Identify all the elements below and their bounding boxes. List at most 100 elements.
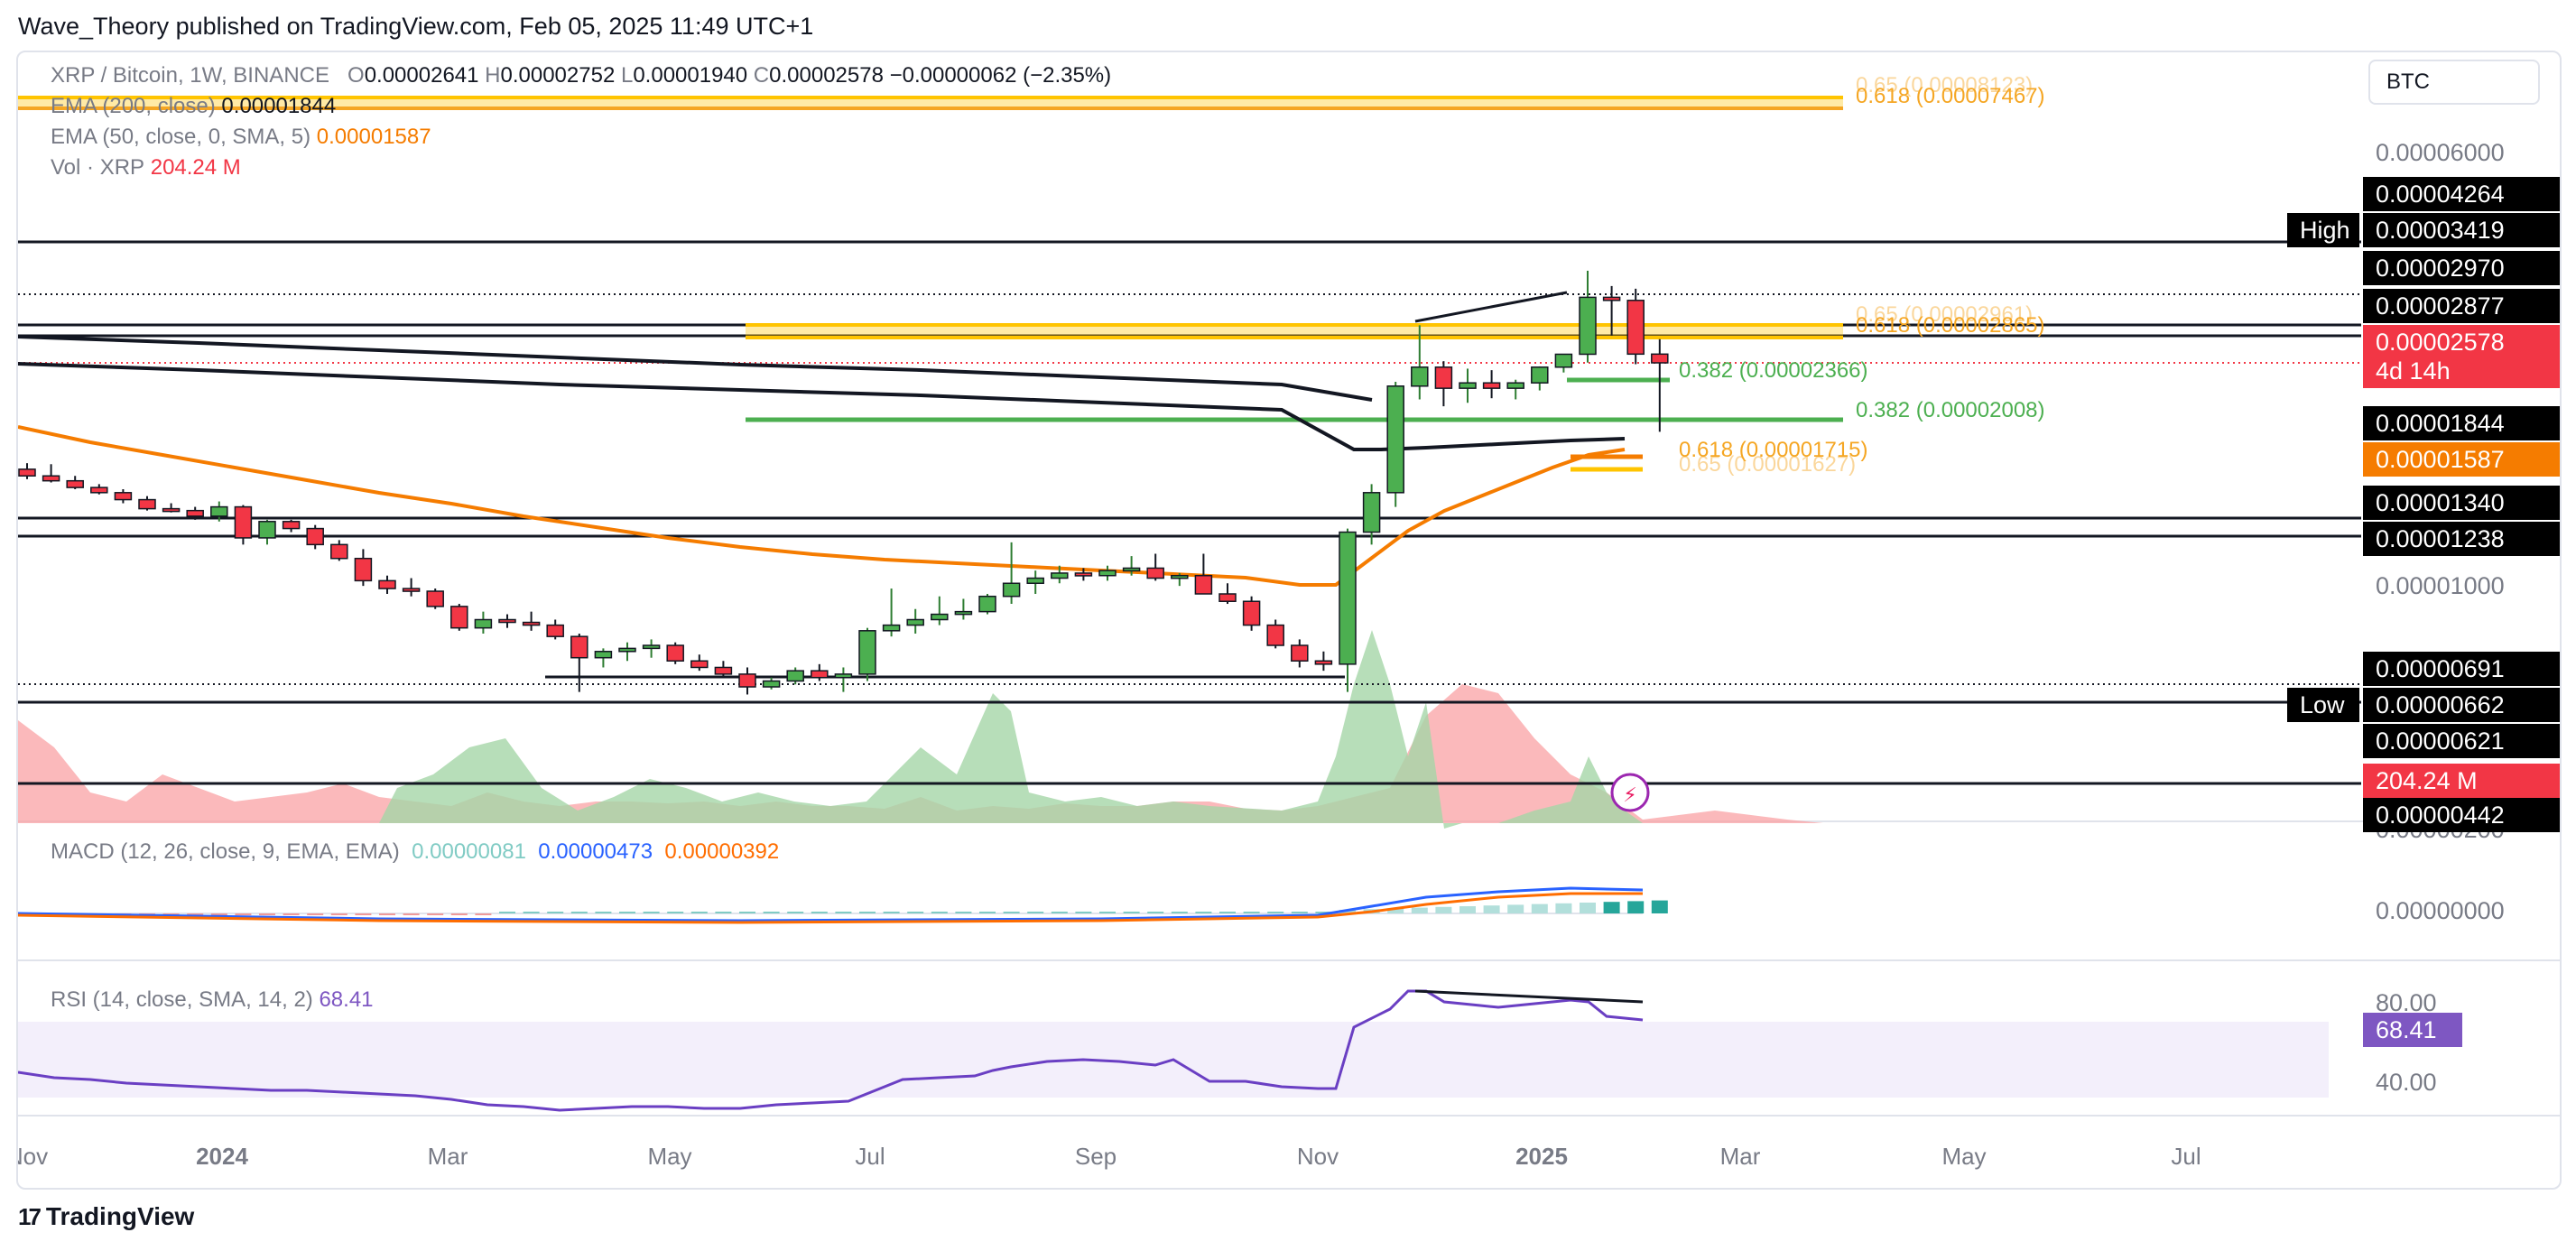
rsi-tag-bg: [2363, 1013, 2462, 1047]
candle-body: [498, 618, 516, 624]
candle-body: [1579, 296, 1597, 356]
price-tag-bg: [2363, 486, 2560, 520]
fib-label: 0.65 (0.00001627): [1679, 452, 1856, 477]
macd-bar: [450, 913, 468, 915]
time-tick: Jul: [2171, 1143, 2201, 1170]
legend-row-rsi[interactable]: RSI (14, close, SMA, 14, 2) 68.41: [51, 987, 374, 1012]
price-tag-value: 0.00000662: [2376, 691, 2505, 718]
macd-bar: [187, 913, 204, 915]
price-axis-label: 0.00000000: [2376, 897, 2505, 924]
price-tag-bg: [2363, 688, 2560, 722]
macd-bar: [739, 912, 755, 913]
candle: [618, 642, 636, 662]
candle-body: [618, 647, 636, 653]
symbol-button[interactable]: BTC: [2368, 60, 2540, 105]
price-tag-value: 0.00001587: [2376, 446, 2505, 473]
price-tag: 0.00000691: [2363, 652, 2560, 686]
macd-bar: [1603, 902, 1620, 913]
legend-row-ema200[interactable]: EMA (200, close) 0.00001844: [51, 94, 337, 118]
candle-body: [1291, 644, 1309, 662]
candle: [354, 549, 373, 587]
legend-open: 0.00002641: [364, 63, 479, 88]
macd-bar: [547, 912, 564, 913]
candle: [1602, 285, 1621, 336]
legend-symbol[interactable]: XRP / Bitcoin, 1W, BINANCE: [51, 63, 329, 88]
price-tag: 0.00002877: [2363, 289, 2560, 323]
candle: [138, 496, 156, 511]
time-tick: Nov: [1297, 1143, 1339, 1170]
macd-bar: [1483, 905, 1500, 913]
chart-frame[interactable]: Nov 2024 Mar May Jul Sep Nov 2025 Mar May Jul 0.00…: [16, 51, 2562, 1190]
candle: [1051, 565, 1069, 584]
macd-bar: [1411, 907, 1428, 913]
price-tag: 0.00001238: [2363, 522, 2560, 556]
candle: [714, 661, 733, 678]
candle: [498, 614, 516, 628]
legend-row-volume[interactable]: Vol · XRP 204.24 M: [51, 155, 241, 180]
fib-label: 0.618 (0.00007467): [1856, 84, 2045, 108]
candle-body: [210, 505, 228, 517]
candle-body: [690, 660, 709, 669]
candle: [258, 519, 276, 545]
candle-body: [1026, 577, 1044, 584]
price-tag: 0.00000442: [2363, 798, 2560, 832]
candle-body: [1531, 366, 1549, 384]
macd-bar: [619, 912, 635, 913]
candle-body: [642, 644, 661, 650]
candle: [690, 654, 709, 672]
candle: [18, 463, 36, 479]
candle-body: [282, 521, 301, 530]
macd-bar: [1267, 912, 1284, 913]
price-tag: 0.00000662 Low: [2287, 688, 2560, 722]
macd-bar: [1003, 912, 1020, 913]
candle: [1362, 484, 1381, 545]
fib-bands: [18, 96, 1843, 472]
fib-label: 0.65 (0.00008123): [1856, 73, 2033, 97]
candle-body: [546, 624, 564, 637]
candle-body: [1266, 624, 1284, 646]
price-axis-label: 0.00001000: [2376, 572, 2505, 599]
price-axis-label: 0.00006000: [2376, 139, 2505, 166]
fib-labels: 0.65 (0.00008123)0.618 (0.00007467) 0.65 …: [1679, 73, 2045, 477]
chart-canvas[interactable]: Nov 2024 Mar May Jul Sep Nov 2025 Mar May Jul 0.00…: [18, 52, 2560, 1188]
candle-body: [811, 670, 829, 679]
candle: [1122, 556, 1141, 576]
legend-row-ema50[interactable]: EMA (50, close, 0, SMA, 5) 0.00001587: [51, 125, 431, 149]
candle: [546, 619, 564, 640]
legend-ema50-value: 0.00001587: [316, 125, 431, 149]
price-tag-bg: [2363, 251, 2560, 285]
candle: [666, 642, 684, 664]
candle: [474, 611, 493, 634]
legend-row-macd[interactable]: MACD (12, 26, close, 9, EMA, EMA) 0.0000…: [51, 839, 780, 864]
candle: [1098, 565, 1117, 581]
volume-up-area-2: [1498, 756, 1643, 823]
macd-bar: [1507, 904, 1524, 913]
high-trendline: [1414, 291, 1568, 323]
macd-bar: [1555, 903, 1572, 913]
candle: [234, 505, 253, 545]
candle-body: [1434, 366, 1453, 389]
macd-bar: [787, 912, 804, 913]
price-tag-value: 0.00003419: [2376, 217, 2505, 244]
candle-body: [306, 527, 324, 546]
price-tag-value: 0.00002578: [2376, 329, 2505, 356]
macd-bar: [427, 913, 444, 915]
candle: [186, 506, 204, 520]
macd-bar: [283, 913, 300, 915]
candle: [570, 633, 588, 692]
candle-body: [1146, 567, 1164, 579]
macd-bar: [259, 913, 275, 915]
legend-row-ohlc: XRP / Bitcoin, 1W, BINANCE O0.00002641 H…: [51, 63, 1112, 88]
candle-body: [1098, 570, 1117, 577]
candle-body: [522, 621, 541, 626]
time-tick: 2024: [196, 1143, 248, 1170]
candle: [786, 667, 804, 685]
macd-bar: [763, 912, 780, 913]
candle: [378, 575, 396, 594]
macd-bar: [1531, 904, 1548, 913]
price-tag-bg: [2363, 522, 2560, 556]
macd-bar: [1075, 912, 1092, 913]
time-tick: May: [1941, 1143, 1986, 1170]
ema-200-line-upper: [18, 335, 1373, 402]
